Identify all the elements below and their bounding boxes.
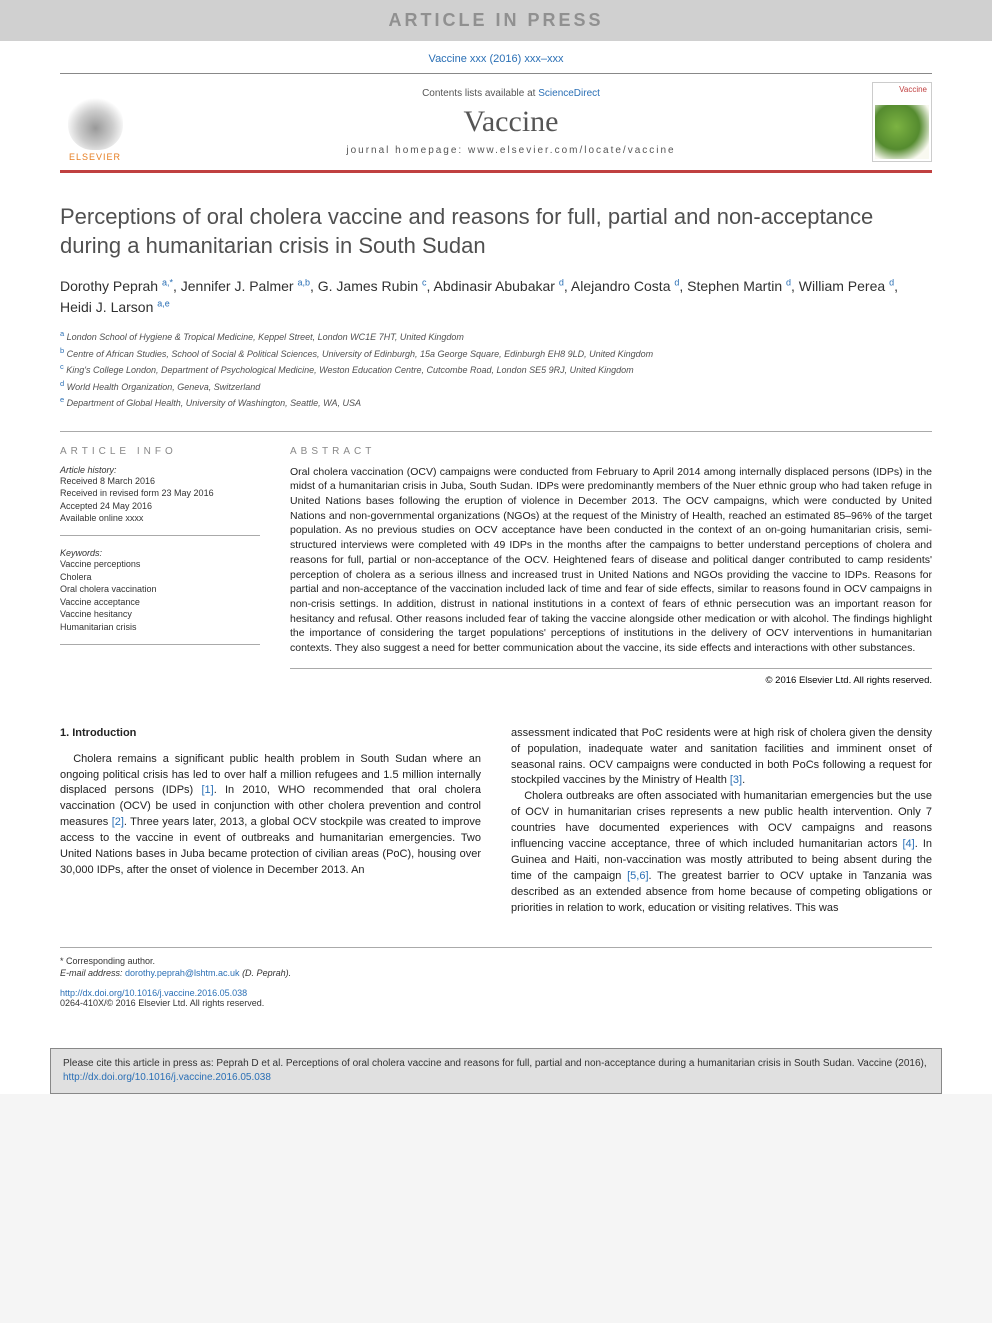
article-history-block: Article history: Received 8 March 2016Re… [60, 465, 260, 536]
doi-link[interactable]: http://dx.doi.org/10.1016/j.vaccine.2016… [60, 988, 247, 998]
history-line: Accepted 24 May 2016 [60, 500, 260, 513]
history-line: Available online xxxx [60, 512, 260, 525]
abstract-heading: ABSTRACT [290, 446, 932, 457]
ref-link[interactable]: [3] [730, 774, 742, 786]
keywords-block: Keywords: Vaccine perceptionsCholeraOral… [60, 548, 260, 645]
affiliation: c King's College London, Department of P… [60, 361, 932, 378]
column-right: assessment indicated that PoC residents … [511, 726, 932, 917]
journal-homepage: journal homepage: www.elsevier.com/locat… [150, 145, 872, 156]
history-line: Received in revised form 23 May 2016 [60, 487, 260, 500]
ref-link[interactable]: [2] [112, 816, 124, 828]
authors-line: Dorothy Peprah a,*, Jennifer J. Palmer a… [60, 276, 932, 318]
journal-header-center: Contents lists available at ScienceDirec… [150, 88, 872, 156]
citation-text: Please cite this article in press as: Pe… [63, 1058, 927, 1069]
article-title: Perceptions of oral cholera vaccine and … [60, 203, 932, 260]
elsevier-logo: ELSEVIER [60, 82, 130, 162]
cover-label: Vaccine [873, 83, 931, 103]
keyword: Oral cholera vaccination [60, 583, 260, 596]
journal-title: Vaccine [150, 105, 872, 139]
ref-link[interactable]: [1] [201, 784, 213, 796]
keywords-label: Keywords: [60, 548, 260, 558]
main-text-columns: 1. Introduction Cholera remains a signif… [60, 726, 932, 917]
elsevier-label: ELSEVIER [69, 152, 121, 162]
keyword: Humanitarian crisis [60, 621, 260, 634]
keyword: Vaccine acceptance [60, 596, 260, 609]
paragraph: Cholera remains a significant public hea… [60, 752, 481, 880]
affiliation: e Department of Global Health, Universit… [60, 394, 932, 411]
email-line: E-mail address: dorothy.peprah@lshtm.ac.… [60, 968, 932, 978]
info-abstract-row: ARTICLE INFO Article history: Received 8… [60, 431, 932, 686]
elsevier-tree-icon [68, 95, 123, 150]
journal-cover-thumbnail: Vaccine [872, 82, 932, 162]
article-body: Perceptions of oral cholera vaccine and … [0, 173, 992, 1028]
contents-prefix: Contents lists available at [422, 88, 538, 99]
keyword: Cholera [60, 571, 260, 584]
affiliation: d World Health Organization, Geneva, Swi… [60, 378, 932, 395]
affiliations-block: a London School of Hygiene & Tropical Me… [60, 328, 932, 411]
paragraph: Cholera outbreaks are often associated w… [511, 789, 932, 917]
keyword: Vaccine perceptions [60, 558, 260, 571]
email-link[interactable]: dorothy.peprah@lshtm.ac.uk [125, 968, 240, 978]
email-label: E-mail address: [60, 968, 125, 978]
history-line: Received 8 March 2016 [60, 475, 260, 488]
keyword: Vaccine hesitancy [60, 608, 260, 621]
page: ARTICLE IN PRESS Vaccine xxx (2016) xxx–… [0, 0, 992, 1094]
sciencedirect-link[interactable]: ScienceDirect [538, 88, 600, 99]
corresponding-author-label: * Corresponding author. [60, 956, 932, 966]
issn-line: 0264-410X/© 2016 Elsevier Ltd. All right… [60, 998, 932, 1008]
article-info-column: ARTICLE INFO Article history: Received 8… [60, 446, 260, 686]
doi-line: http://dx.doi.org/10.1016/j.vaccine.2016… [60, 988, 932, 998]
affiliation: b Centre of African Studies, School of S… [60, 345, 932, 362]
abstract-copyright: © 2016 Elsevier Ltd. All rights reserved… [290, 675, 932, 686]
section-heading-introduction: 1. Introduction [60, 726, 481, 742]
ref-link[interactable]: [5,6] [627, 870, 648, 882]
email-suffix: (D. Peprah). [240, 968, 292, 978]
abstract-text: Oral cholera vaccination (OCV) campaigns… [290, 465, 932, 669]
column-left: 1. Introduction Cholera remains a signif… [60, 726, 481, 917]
paragraph: assessment indicated that PoC residents … [511, 726, 932, 790]
citation-box: Please cite this article in press as: Pe… [50, 1048, 942, 1094]
footer-block: * Corresponding author. E-mail address: … [60, 947, 932, 1008]
affiliation: a London School of Hygiene & Tropical Me… [60, 328, 932, 345]
ref-link[interactable]: [4] [902, 838, 914, 850]
journal-header: ELSEVIER Contents lists available at Sci… [60, 73, 932, 173]
article-in-press-banner: ARTICLE IN PRESS [0, 0, 992, 41]
citation-doi-link[interactable]: http://dx.doi.org/10.1016/j.vaccine.2016… [63, 1072, 271, 1083]
abstract-column: ABSTRACT Oral cholera vaccination (OCV) … [290, 446, 932, 686]
citation-top: Vaccine xxx (2016) xxx–xxx [0, 41, 992, 73]
cover-image-icon [875, 105, 929, 159]
article-info-heading: ARTICLE INFO [60, 446, 260, 457]
keywords-lines: Vaccine perceptionsCholeraOral cholera v… [60, 558, 260, 634]
history-lines: Received 8 March 2016Received in revised… [60, 475, 260, 525]
contents-line: Contents lists available at ScienceDirec… [150, 88, 872, 99]
history-label: Article history: [60, 465, 260, 475]
